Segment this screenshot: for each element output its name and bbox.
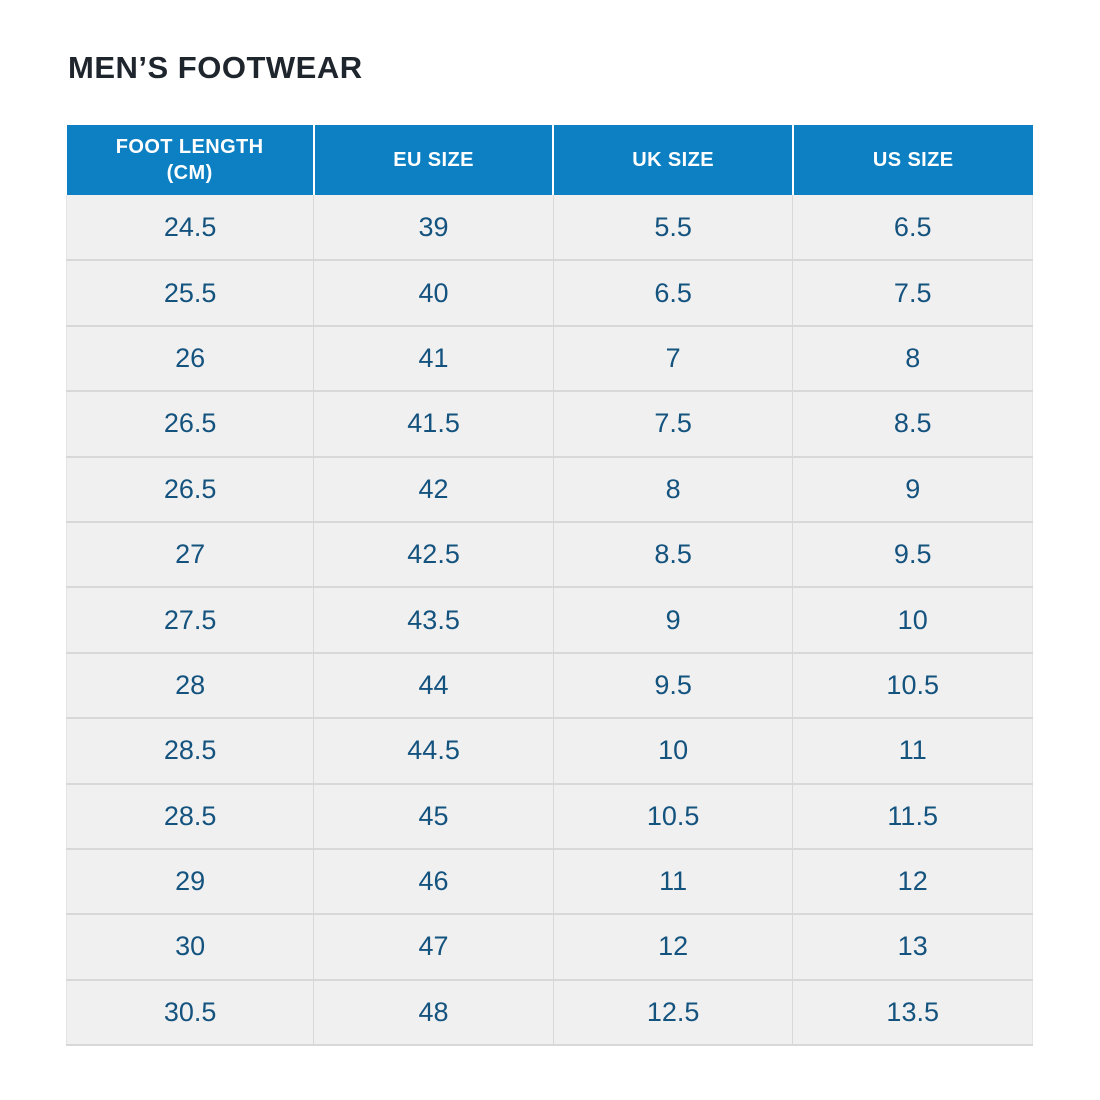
table-cell: 29 bbox=[65, 847, 314, 915]
table-cell: 12.5 bbox=[552, 978, 793, 1047]
table-cell: 46 bbox=[313, 847, 554, 915]
table-cell: 48 bbox=[313, 978, 554, 1047]
column-header-label: FOOT LENGTH (CM) bbox=[115, 136, 264, 184]
table-cell: 6.5 bbox=[792, 195, 1033, 261]
table-cell: 10.5 bbox=[552, 782, 793, 849]
table-cell: 26.5 bbox=[65, 390, 314, 457]
column-header-us-size: US SIZE bbox=[791, 125, 1033, 195]
table-cell: 26 bbox=[65, 324, 314, 392]
table-cell: 13 bbox=[792, 913, 1033, 980]
table-cell: 41 bbox=[313, 324, 554, 392]
table-cell: 8.5 bbox=[552, 520, 793, 588]
table-row: 27.5 43.5 9 10 bbox=[65, 586, 1033, 653]
table-cell: 27 bbox=[65, 520, 314, 588]
table-cell: 8 bbox=[552, 455, 793, 522]
table-cell: 27.5 bbox=[65, 586, 314, 653]
table-cell: 12 bbox=[552, 913, 793, 980]
table-row: 27 42.5 8.5 9.5 bbox=[65, 520, 1033, 588]
table-cell: 41.5 bbox=[313, 390, 554, 457]
table-cell: 7 bbox=[552, 324, 793, 392]
column-header-label: UK SIZE bbox=[632, 149, 714, 171]
table-row: 28 44 9.5 10.5 bbox=[65, 651, 1033, 719]
column-header-uk-size: UK SIZE bbox=[552, 125, 793, 195]
table-cell: 12 bbox=[792, 847, 1033, 915]
table-cell: 8 bbox=[792, 324, 1033, 392]
table-cell: 11 bbox=[552, 847, 793, 915]
table-cell: 44 bbox=[313, 651, 554, 719]
table-cell: 25.5 bbox=[65, 259, 314, 326]
table-row: 25.5 40 6.5 7.5 bbox=[65, 259, 1033, 326]
table-cell: 42 bbox=[313, 455, 554, 522]
table-cell: 8.5 bbox=[792, 390, 1033, 457]
table-cell: 9.5 bbox=[792, 520, 1033, 588]
table-row: 30.5 48 12.5 13.5 bbox=[65, 978, 1033, 1047]
table-row: 26.5 41.5 7.5 8.5 bbox=[65, 390, 1033, 457]
table-cell: 11 bbox=[792, 717, 1033, 784]
table-header: FOOT LENGTH (CM) EU SIZE UK SIZE US SIZE bbox=[66, 125, 1033, 195]
table-row: 29 46 11 12 bbox=[65, 847, 1033, 915]
table-row: 30 47 12 13 bbox=[65, 913, 1033, 980]
table-body: 24.5 39 5.5 6.5 25.5 40 6.5 7.5 26 41 7 8 26.5 41.5 7.… bbox=[65, 195, 1033, 1047]
table-cell: 42.5 bbox=[313, 520, 554, 588]
size-chart-table: FOOT LENGTH (CM) EU SIZE UK SIZE US SIZE… bbox=[65, 125, 1033, 1047]
page-title: MEN’S FOOTWEAR bbox=[68, 50, 363, 85]
table-cell: 44.5 bbox=[313, 717, 554, 784]
table-cell: 40 bbox=[313, 259, 554, 326]
table-cell: 10 bbox=[552, 717, 793, 784]
table-cell: 47 bbox=[313, 913, 554, 980]
table-cell: 7.5 bbox=[552, 390, 793, 457]
table-cell: 28 bbox=[65, 651, 314, 719]
table-cell: 39 bbox=[313, 195, 554, 261]
table-row: 28.5 45 10.5 11.5 bbox=[65, 782, 1033, 849]
column-header-foot-length: FOOT LENGTH (CM) bbox=[66, 125, 314, 195]
column-header-label: EU SIZE bbox=[393, 149, 474, 171]
table-cell: 43.5 bbox=[313, 586, 554, 653]
column-header-eu-size: EU SIZE bbox=[312, 125, 554, 195]
table-cell: 24.5 bbox=[65, 195, 314, 261]
table-cell: 30.5 bbox=[65, 978, 314, 1047]
table-cell: 9.5 bbox=[552, 651, 793, 719]
table-cell: 11.5 bbox=[792, 782, 1033, 849]
table-row: 26.5 42 8 9 bbox=[65, 455, 1033, 522]
table-cell: 26.5 bbox=[65, 455, 314, 522]
table-row: 24.5 39 5.5 6.5 bbox=[65, 195, 1033, 261]
table-cell: 6.5 bbox=[552, 259, 793, 326]
table-cell: 5.5 bbox=[552, 195, 793, 261]
table-row: 26 41 7 8 bbox=[65, 324, 1033, 392]
table-cell: 9 bbox=[552, 586, 793, 653]
table-cell: 10.5 bbox=[792, 651, 1033, 719]
table-cell: 28.5 bbox=[65, 782, 314, 849]
table-cell: 7.5 bbox=[792, 259, 1033, 326]
table-cell: 9 bbox=[792, 455, 1033, 522]
table-cell: 10 bbox=[792, 586, 1033, 653]
table-cell: 30 bbox=[65, 913, 314, 980]
table-row: 28.5 44.5 10 11 bbox=[65, 717, 1033, 784]
table-header-row: FOOT LENGTH (CM) EU SIZE UK SIZE US SIZE bbox=[66, 125, 1033, 195]
column-header-label: US SIZE bbox=[872, 149, 954, 171]
table-cell: 45 bbox=[313, 782, 554, 849]
table-cell: 13.5 bbox=[792, 978, 1033, 1047]
table-cell: 28.5 bbox=[65, 717, 314, 784]
